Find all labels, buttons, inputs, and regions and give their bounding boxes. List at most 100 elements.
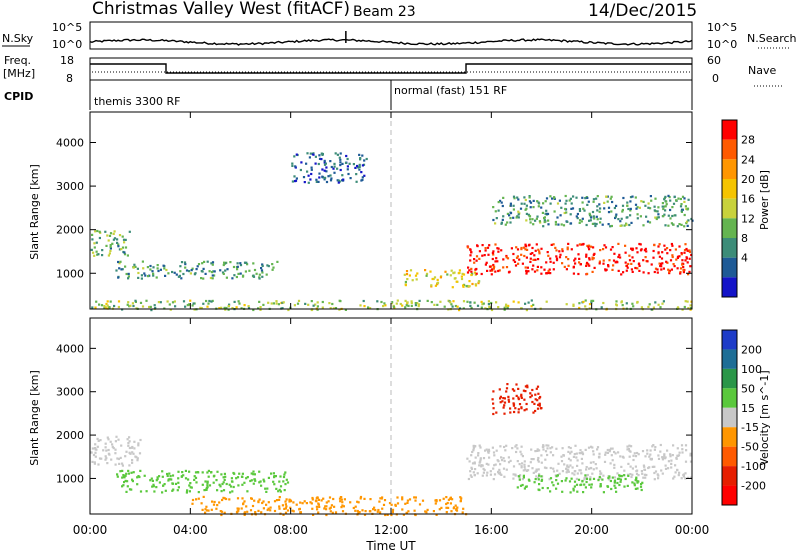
velocity-cell bbox=[155, 479, 158, 482]
velocity-cell bbox=[237, 509, 240, 512]
colorbar-tick-label: -100 bbox=[741, 460, 766, 473]
velocity-cell bbox=[678, 471, 681, 474]
velocity-cell bbox=[139, 490, 143, 493]
velocity-cell bbox=[613, 463, 616, 466]
power-cell bbox=[657, 251, 660, 254]
velocity-cell bbox=[529, 461, 532, 464]
velocity-cell bbox=[536, 399, 539, 402]
power-cell bbox=[127, 301, 130, 304]
power-cell bbox=[152, 272, 155, 275]
power-cell bbox=[525, 204, 528, 207]
power-cell bbox=[546, 251, 549, 254]
power-cell bbox=[617, 269, 620, 272]
velocity-cell bbox=[235, 511, 239, 514]
velocity-cell bbox=[579, 469, 582, 472]
velocity-cell bbox=[235, 477, 238, 480]
velocity-cell bbox=[407, 510, 410, 513]
power-cell bbox=[210, 300, 213, 303]
velocity-cell bbox=[520, 407, 523, 410]
power-cell bbox=[236, 262, 239, 265]
velocity-cell bbox=[537, 456, 540, 460]
power-cell bbox=[105, 302, 108, 306]
power-cell bbox=[461, 272, 464, 275]
power-cell bbox=[564, 202, 567, 205]
velocity-cell bbox=[219, 510, 222, 513]
velocity-cell bbox=[565, 471, 568, 474]
power-cell bbox=[266, 264, 269, 267]
velocity-cell bbox=[613, 450, 616, 454]
power-cell bbox=[528, 196, 531, 199]
power-cell bbox=[653, 209, 656, 212]
power-cell bbox=[549, 257, 552, 260]
power-cell bbox=[493, 265, 496, 268]
velocity-cell bbox=[381, 496, 384, 499]
velocity-cell bbox=[659, 450, 662, 453]
velocity-cell bbox=[356, 500, 359, 503]
power-cell bbox=[109, 244, 112, 247]
velocity-cell bbox=[502, 457, 505, 460]
power-cell bbox=[683, 251, 686, 254]
velocity-cell bbox=[589, 476, 592, 479]
power-cell bbox=[498, 269, 501, 272]
velocity-cell bbox=[489, 470, 492, 473]
power-cell bbox=[224, 308, 227, 311]
y-tick-label: 2000 bbox=[56, 224, 84, 237]
power-cell bbox=[638, 206, 641, 209]
velocity-cell bbox=[504, 449, 507, 452]
velocity-cell bbox=[521, 455, 524, 458]
velocity-cell bbox=[641, 481, 644, 484]
power-cell bbox=[149, 264, 152, 268]
power-cell bbox=[666, 252, 669, 255]
power-cell bbox=[581, 201, 584, 204]
power-cell bbox=[202, 302, 205, 305]
power-cell bbox=[619, 224, 622, 227]
power-cell bbox=[485, 261, 488, 264]
velocity-cell bbox=[152, 483, 155, 486]
freq-trace bbox=[90, 63, 692, 74]
velocity-cell bbox=[487, 451, 490, 454]
velocity-cell bbox=[590, 445, 593, 448]
power-cell bbox=[517, 216, 520, 219]
power-cell bbox=[598, 260, 601, 263]
power-cell bbox=[332, 307, 335, 310]
velocity-cell bbox=[127, 444, 130, 447]
velocity-cell bbox=[341, 510, 345, 513]
power-cell bbox=[607, 206, 611, 209]
velocity-cell bbox=[158, 475, 161, 478]
velocity-cell bbox=[462, 507, 465, 510]
velocity-colorbar-label: Velocity [m s^-1] bbox=[758, 370, 771, 465]
velocity-cell bbox=[509, 411, 512, 414]
velocity-cell bbox=[236, 507, 239, 510]
velocity-cell bbox=[285, 498, 288, 501]
power-cell bbox=[527, 270, 530, 273]
power-cell bbox=[466, 271, 470, 274]
power-cell bbox=[460, 275, 463, 278]
velocity-cell bbox=[472, 444, 475, 447]
velocity-cell bbox=[131, 451, 134, 454]
velocity-cell bbox=[530, 448, 533, 451]
velocity-cell bbox=[626, 448, 629, 451]
power-cell bbox=[267, 301, 270, 304]
power-cell bbox=[295, 177, 298, 180]
power-cell bbox=[376, 300, 379, 303]
velocity-cell bbox=[672, 444, 675, 447]
velocity-cell bbox=[222, 489, 226, 492]
velocity-cell bbox=[219, 485, 222, 488]
power-cell bbox=[601, 223, 604, 226]
power-cell bbox=[533, 254, 536, 257]
velocity-cell bbox=[253, 478, 256, 481]
velocity-cell bbox=[512, 465, 516, 468]
velocity-cell bbox=[671, 454, 674, 457]
power-cell bbox=[530, 299, 533, 302]
velocity-cell bbox=[499, 395, 502, 398]
velocity-cell bbox=[589, 466, 592, 470]
power-cell bbox=[120, 248, 123, 251]
velocity-cell bbox=[592, 450, 595, 453]
power-cell bbox=[123, 241, 126, 244]
power-cell bbox=[592, 299, 595, 302]
power-cell bbox=[661, 302, 664, 305]
power-cell bbox=[424, 269, 427, 272]
power-cell bbox=[185, 269, 189, 272]
velocity-cell bbox=[611, 447, 614, 450]
velocity-cell bbox=[283, 507, 286, 510]
